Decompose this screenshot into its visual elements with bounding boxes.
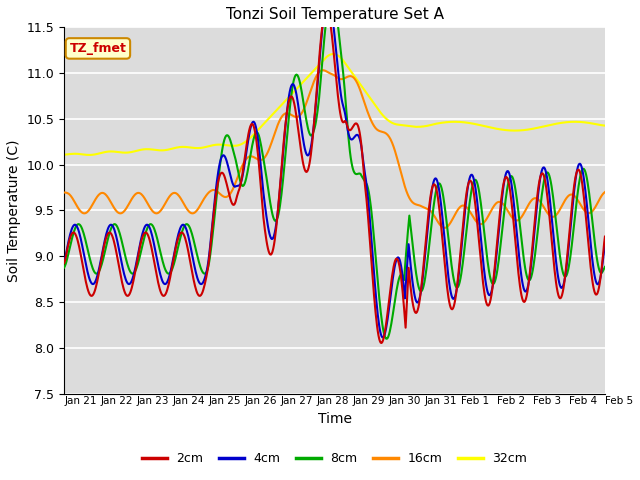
Text: TZ_fmet: TZ_fmet: [70, 42, 126, 55]
Y-axis label: Soil Temperature (C): Soil Temperature (C): [7, 139, 21, 282]
X-axis label: Time: Time: [317, 412, 351, 426]
Legend: 2cm, 4cm, 8cm, 16cm, 32cm: 2cm, 4cm, 8cm, 16cm, 32cm: [136, 447, 532, 470]
Title: Tonzi Soil Temperature Set A: Tonzi Soil Temperature Set A: [225, 7, 444, 22]
